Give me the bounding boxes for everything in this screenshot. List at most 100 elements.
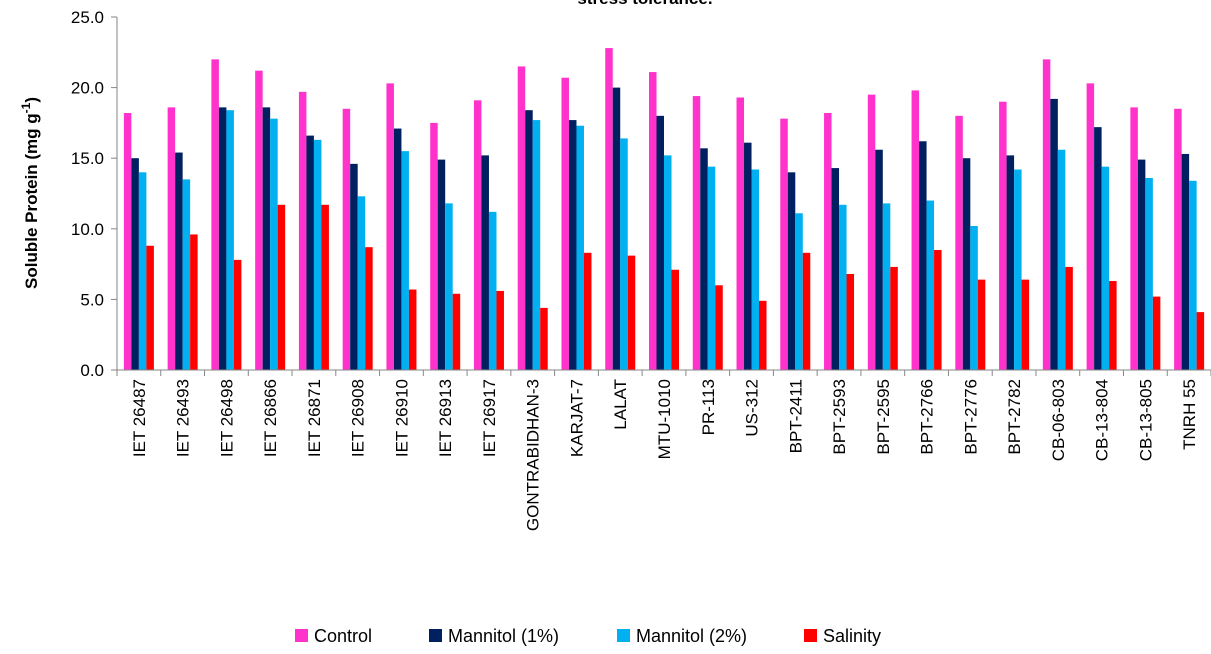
x-tick-label-iet-26498: IET 26498: [217, 379, 236, 457]
bar-salinity-bpt-2593: [846, 273, 855, 370]
bar-mannitol-1-tnrh-55: [1181, 153, 1190, 370]
x-tick-label-cb-06-803: CB-06-803: [1049, 379, 1068, 461]
bar-salinity-cb-13-804: [1109, 281, 1117, 370]
bar-mannitol-2-cb-06-803: [1057, 149, 1066, 370]
bar-mannitol-1-bpt-2595: [875, 149, 883, 370]
bar-mannitol-2-bpt-2595: [882, 203, 891, 370]
bar-control-iet-26913: [430, 122, 438, 371]
bar-mannitol-2-gontrabidhan-3: [532, 120, 541, 370]
bar-salinity-bpt-2776: [977, 279, 986, 370]
bar-salinity-iet-26487: [146, 245, 154, 370]
bar-mannitol-1-iet-26487: [131, 158, 139, 370]
bar-salinity-karjat-7: [583, 252, 592, 370]
bar-salinity-iet-26493: [190, 234, 198, 370]
bar-mannitol-1-gontrabidhan-3: [525, 110, 533, 370]
y-tick-label: 15.0: [71, 149, 104, 168]
bar-control-bpt-2411: [780, 118, 788, 370]
bar-mannitol-2-iet-26913: [445, 203, 453, 370]
bar-mannitol-1-iet-26910: [393, 128, 402, 370]
bar-mannitol-1-mtu-1010: [656, 115, 664, 370]
bar-control-tnrh-55: [1174, 108, 1182, 370]
bar-mannitol-1-iet-26913: [437, 159, 446, 370]
bar-mannitol-2-cb-13-804: [1101, 166, 1110, 370]
bar-control-bpt-2593: [824, 113, 832, 371]
bar-control-bpt-2776: [955, 115, 963, 370]
x-tick-label-iet-26910: IET 26910: [392, 379, 411, 457]
x-tick-label-bpt-2593: BPT-2593: [830, 379, 849, 455]
x-tick-label-iet-26493: IET 26493: [174, 379, 193, 457]
bar-salinity-bpt-2411: [802, 252, 811, 370]
bar-mannitol-1-karjat-7: [568, 120, 577, 370]
bar-salinity-iet-26917: [496, 290, 504, 370]
bar-control-cb-13-804: [1086, 83, 1095, 371]
legend-swatch-mannitol-2: [617, 629, 630, 642]
bar-control-cb-06-803: [1042, 59, 1051, 371]
bar-salinity-iet-26866: [277, 204, 286, 370]
bar-mannitol-1-lalat: [612, 87, 621, 370]
bars-group: [123, 48, 1205, 371]
x-tick-label-bpt-2766: BPT-2766: [918, 379, 937, 455]
bar-control-iet-26487: [123, 113, 132, 371]
legend-label-mannitol-2: Mannitol (2%): [636, 626, 747, 646]
x-tick-label-pr-113: PR-113: [699, 379, 718, 435]
x-tick-label-iet-26866: IET 26866: [261, 379, 280, 457]
bar-mannitol-1-iet-26908: [350, 163, 358, 370]
bar-salinity-iet-26910: [408, 289, 417, 370]
x-tick-labels: IET 26487 IET 26493 IET 26498 IET 26866 IET …: [130, 379, 1199, 531]
bar-control-iet-26917: [473, 100, 482, 370]
bar-mannitol-1-iet-26917: [481, 155, 489, 370]
bar-mannitol-1-iet-26493: [175, 152, 183, 370]
y-axis-title-end: ): [22, 97, 41, 103]
bar-mannitol-2-bpt-2776: [970, 225, 978, 370]
bar-mannitol-2-iet-26493: [182, 179, 191, 370]
bar-mannitol-2-bpt-2782: [1014, 169, 1022, 370]
bar-control-us-312: [736, 97, 745, 370]
bar-mannitol-1-cb-13-804: [1094, 127, 1102, 370]
y-axis-title: Soluble Protein (mg g-1): [19, 97, 41, 289]
bar-mannitol-1-iet-26871: [306, 135, 314, 370]
bar-salinity-cb-13-805: [1152, 296, 1161, 370]
bar-control-bpt-2595: [867, 94, 876, 370]
bar-salinity-iet-26908: [365, 247, 373, 370]
bar-control-lalat: [605, 48, 613, 371]
legend-label-salinity: Salinity: [823, 626, 881, 646]
bar-control-bpt-2782: [999, 101, 1007, 370]
bar-mannitol-2-iet-26498: [226, 110, 234, 370]
bar-salinity-mtu-1010: [671, 269, 679, 370]
legend-label-control: Control: [314, 626, 372, 646]
bar-mannitol-2-lalat: [620, 138, 628, 370]
x-tick-label-iet-26913: IET 26913: [436, 379, 455, 457]
bar-mannitol-2-bpt-2766: [926, 200, 935, 370]
y-tick-label: 5.0: [80, 290, 104, 309]
x-tick-label-cb-13-804: CB-13-804: [1093, 379, 1112, 461]
bar-mannitol-1-iet-26866: [262, 107, 271, 371]
bar-mannitol-2-iet-26871: [313, 139, 322, 370]
bar-control-gontrabidhan-3: [517, 66, 526, 371]
bar-salinity-lalat: [627, 255, 636, 370]
bar-mannitol-2-tnrh-55: [1189, 180, 1197, 370]
x-tick-label-gontrabidhan-3: GONTRABIDHAN-3: [524, 379, 543, 531]
bar-salinity-bpt-2782: [1021, 279, 1030, 370]
bar-mannitol-2-iet-26487: [138, 172, 147, 370]
bar-salinity-iet-26871: [321, 204, 329, 370]
bar-mannitol-2-pr-113: [707, 166, 716, 370]
x-tick-label-bpt-2776: BPT-2776: [961, 379, 980, 455]
bar-mannitol-2-iet-26908: [357, 196, 366, 370]
x-tick-label-iet-26487: IET 26487: [130, 379, 149, 457]
bar-salinity-cb-06-803: [1065, 266, 1073, 370]
y-tick-label: 25.0: [71, 8, 104, 27]
legend-swatch-salinity: [804, 629, 817, 642]
chart-title: stress tolerance.: [577, 0, 712, 8]
bar-mannitol-2-cb-13-805: [1145, 177, 1153, 370]
bar-control-iet-26908: [342, 108, 351, 370]
x-tick-label-bpt-2782: BPT-2782: [1005, 379, 1024, 455]
bar-control-mtu-1010: [649, 72, 657, 370]
bar-mannitol-1-bpt-2411: [787, 172, 796, 370]
bar-control-karjat-7: [561, 77, 569, 370]
bar-mannitol-2-bpt-2593: [839, 204, 847, 370]
bar-control-iet-26498: [211, 59, 219, 371]
x-tick-label-lalat: LALAT: [611, 379, 630, 430]
legend: Control Mannitol (1%) Mannitol (2%) Salinit…: [295, 626, 881, 646]
x-tick-label-bpt-2595: BPT-2595: [874, 379, 893, 455]
